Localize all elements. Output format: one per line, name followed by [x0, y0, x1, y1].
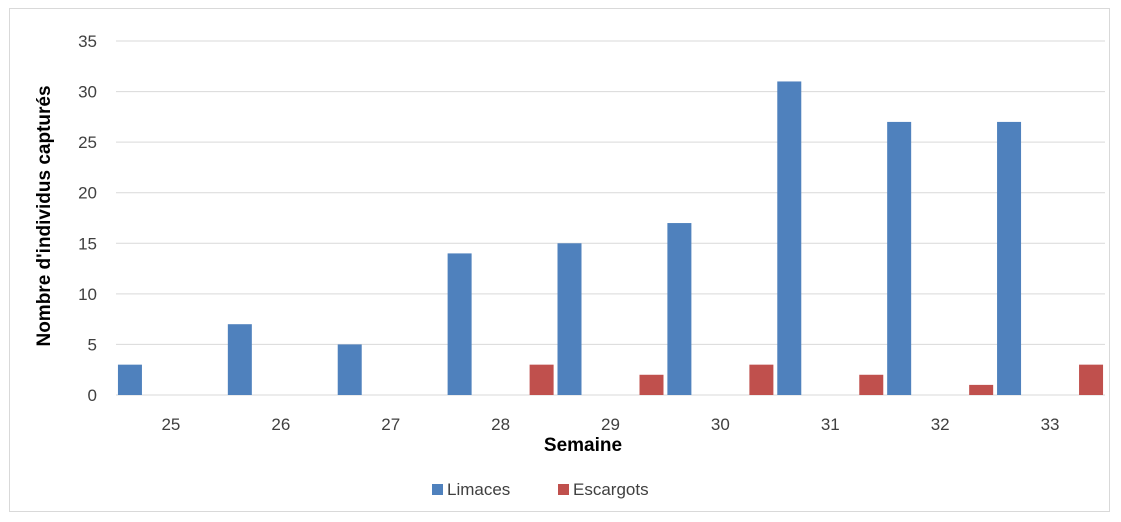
- bar-escargots-31: [859, 374, 884, 395]
- x-tick-label: 26: [271, 415, 290, 434]
- x-tick-label: 30: [711, 415, 730, 434]
- legend: Limaces Escargots: [432, 480, 649, 499]
- bar-escargots-32: [969, 384, 994, 395]
- x-tick-label: 33: [1041, 415, 1060, 434]
- legend-label-limaces: Limaces: [447, 480, 510, 499]
- y-tick-label: 0: [88, 386, 97, 405]
- x-tick-label: 32: [931, 415, 950, 434]
- bar-escargots-28: [529, 364, 554, 395]
- legend-swatch-escargots: [558, 484, 569, 495]
- bar-limaces-33: [997, 121, 1022, 396]
- bar-limaces-25: [117, 364, 142, 395]
- legend-swatch-limaces: [432, 484, 443, 495]
- y-tick-label: 25: [78, 133, 97, 152]
- bar-limaces-32: [887, 121, 912, 396]
- bar-limaces-30: [667, 223, 692, 395]
- y-axis-ticks: 0 5 10 15 20 25 30 35: [78, 32, 97, 405]
- x-axis-title: Semaine: [544, 435, 622, 456]
- bar-escargots-30: [749, 364, 774, 395]
- bar-limaces-31: [777, 81, 802, 395]
- y-tick-label: 35: [78, 32, 97, 51]
- y-tick-label: 30: [78, 83, 97, 102]
- x-tick-label: 27: [381, 415, 400, 434]
- x-tick-label: 31: [821, 415, 840, 434]
- bar-limaces-27: [337, 344, 362, 395]
- y-tick-label: 10: [78, 285, 97, 304]
- y-tick-label: 20: [78, 184, 97, 203]
- y-tick-label: 15: [78, 234, 97, 253]
- y-axis-title: Nombre d'individus capturés: [34, 85, 55, 346]
- bar-escargots-33: [1079, 364, 1104, 395]
- bars: [117, 81, 1104, 396]
- gridlines: [116, 40, 1105, 396]
- y-tick-label: 5: [88, 335, 97, 354]
- bar-limaces-26: [227, 324, 252, 395]
- legend-label-escargots: Escargots: [573, 480, 649, 499]
- bar-limaces-28: [447, 253, 472, 395]
- x-tick-label: 25: [161, 415, 180, 434]
- x-axis-ticks: 25 26 27 28 29 30 31 32 33: [161, 415, 1059, 434]
- bar-escargots-29: [639, 374, 664, 395]
- bar-limaces-29: [557, 243, 582, 395]
- x-tick-label: 28: [491, 415, 510, 434]
- x-tick-label: 29: [601, 415, 620, 434]
